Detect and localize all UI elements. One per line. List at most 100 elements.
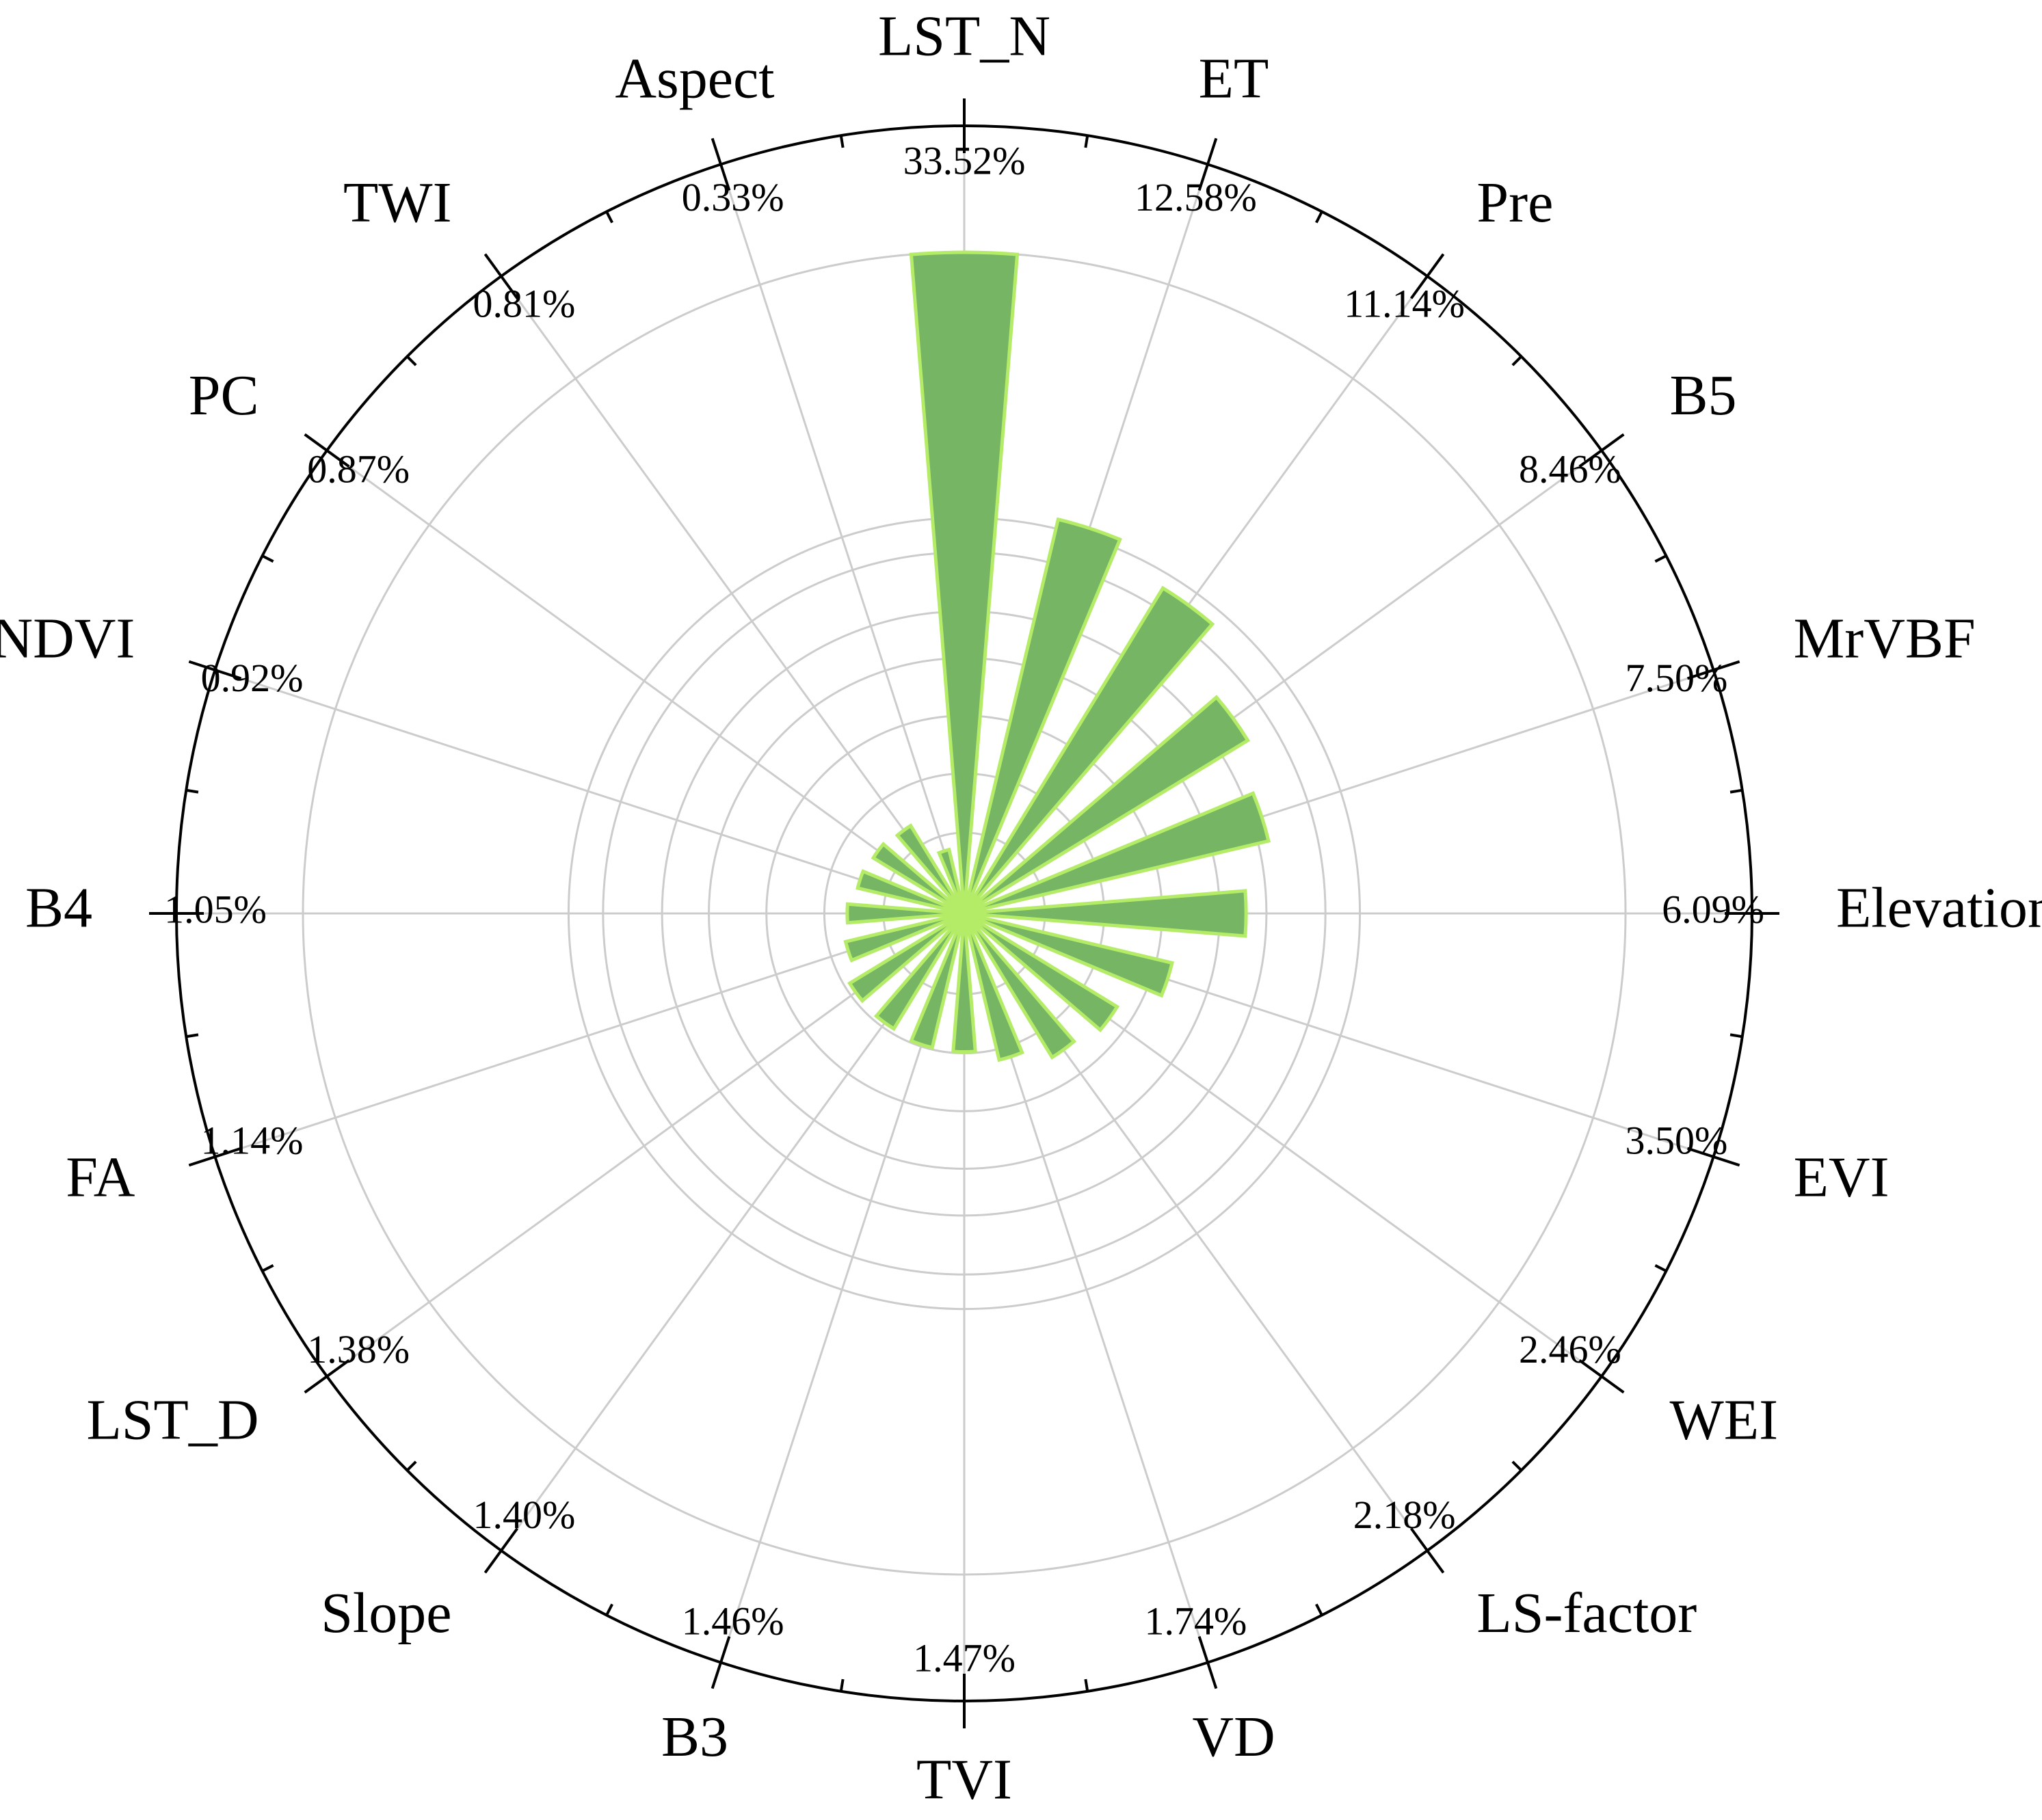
minor-tick [261,554,274,563]
minor-tick [1729,1033,1743,1039]
value-label-twi: 0.81% [473,281,575,325]
bar-elevation [964,889,1248,938]
bar-pre [962,585,1215,915]
bar-b3 [909,913,966,1050]
value-label-lst_n: 33.52% [903,138,1026,183]
spoke-ndvi [214,669,965,915]
major-tick [304,1359,350,1394]
minor-tick [1511,1460,1523,1472]
frame-layer [149,98,1779,1728]
value-label-ls-factor: 2.18% [1353,1493,1456,1537]
bar-aspect [936,847,966,914]
minor-tick [261,1264,274,1272]
value-label-aspect: 0.33% [682,175,784,219]
minor-tick [1315,1603,1323,1616]
major-tick [1686,660,1740,680]
bar-ndvi [856,869,965,915]
spoke-pc [326,449,965,915]
category-label-b3: B3 [661,1705,728,1769]
category-label-b5: B5 [1669,364,1736,427]
category-label-pre: Pre [1476,171,1553,235]
minor-tick [185,1033,199,1039]
major-tick [1197,1635,1218,1689]
value-label-fa: 1.14% [201,1119,304,1163]
minor-tick [839,1678,845,1692]
bar-vd [962,913,1024,1062]
bar-evi [964,911,1174,998]
major-tick [188,1147,242,1167]
bar-b5 [963,695,1251,915]
major-tick [1197,137,1218,191]
value-label-pre: 11.14% [1344,281,1465,325]
bar-slope [873,912,966,1032]
minor-tick [406,1460,417,1472]
minor-tick [1084,135,1089,148]
category-label-tvi: TVI [916,1748,1012,1811]
bar-lst_d [847,911,966,1004]
labels-layer: 33.52% 12.58% 11.14% 8.46% 7.50% 6.09% 3.50% 2.… [0,4,2042,1811]
minor-tick [185,788,199,794]
major-tick [1578,1359,1625,1394]
value-label-b4: 1.05% [164,887,267,931]
major-tick [304,433,350,468]
value-label-pc: 0.87% [307,447,410,492]
category-label-fa: FA [66,1145,135,1209]
bar-pc [871,842,966,915]
value-label-lst_d: 1.38% [307,1327,410,1371]
bar-ls-factor [962,912,1077,1060]
minor-tick [1511,355,1523,366]
category-label-wei: WEI [1669,1389,1778,1452]
value-label-elevation: 6.09% [1662,887,1764,931]
bar-et [962,517,1122,914]
value-label-mrvbf: 7.50% [1625,656,1727,700]
category-label-mrvbf: MrVBF [1794,606,1976,670]
minor-tick [839,135,845,148]
major-tick [1409,253,1445,299]
category-label-lst_n: LST_N [878,4,1050,68]
value-label-vd: 1.74% [1144,1599,1247,1644]
bar-mrvbf [964,790,1271,915]
bar-b4 [845,902,965,925]
bar-tvi [951,913,977,1054]
spoke-fa [214,912,965,1158]
value-label-et: 12.58% [1135,175,1257,219]
bar-wei [963,911,1120,1033]
bar-lst_n [909,250,1020,914]
major-tick [1686,1147,1740,1167]
category-label-ls-factor: LS-factor [1476,1581,1697,1645]
bar-fa [843,911,965,963]
bar-twi [894,823,966,915]
value-label-evi: 3.50% [1625,1119,1727,1163]
value-label-ndvi: 0.92% [201,656,304,700]
spoke-twi [500,276,966,914]
category-label-aspect: Aspect [615,47,774,111]
major-tick [711,1635,731,1689]
category-label-twi: TWI [343,171,452,235]
value-label-tvi: 1.47% [913,1635,1016,1680]
value-label-wei: 2.46% [1519,1327,1621,1371]
minor-tick [1315,211,1323,224]
major-tick [188,660,242,680]
category-label-b4: B4 [25,876,92,939]
category-label-elevation: Elevation [1836,876,2042,939]
minor-tick [406,355,417,366]
spoke-aspect [719,163,966,914]
category-label-et: ET [1199,47,1269,111]
minor-tick [1654,1264,1667,1272]
major-tick [1578,433,1625,468]
minor-tick [1654,554,1667,563]
minor-tick [605,211,613,224]
value-label-b3: 1.46% [682,1599,784,1644]
minor-tick [605,1603,613,1616]
category-label-vd: VD [1192,1705,1275,1769]
category-label-ndvi: NDVI [0,606,135,670]
value-label-slope: 1.40% [473,1493,575,1537]
bars-layer [843,250,1271,1062]
category-label-pc: PC [189,364,259,427]
major-tick [1409,1527,1445,1574]
minor-tick [1084,1678,1089,1692]
category-label-slope: Slope [321,1581,451,1645]
major-tick [483,1527,519,1574]
